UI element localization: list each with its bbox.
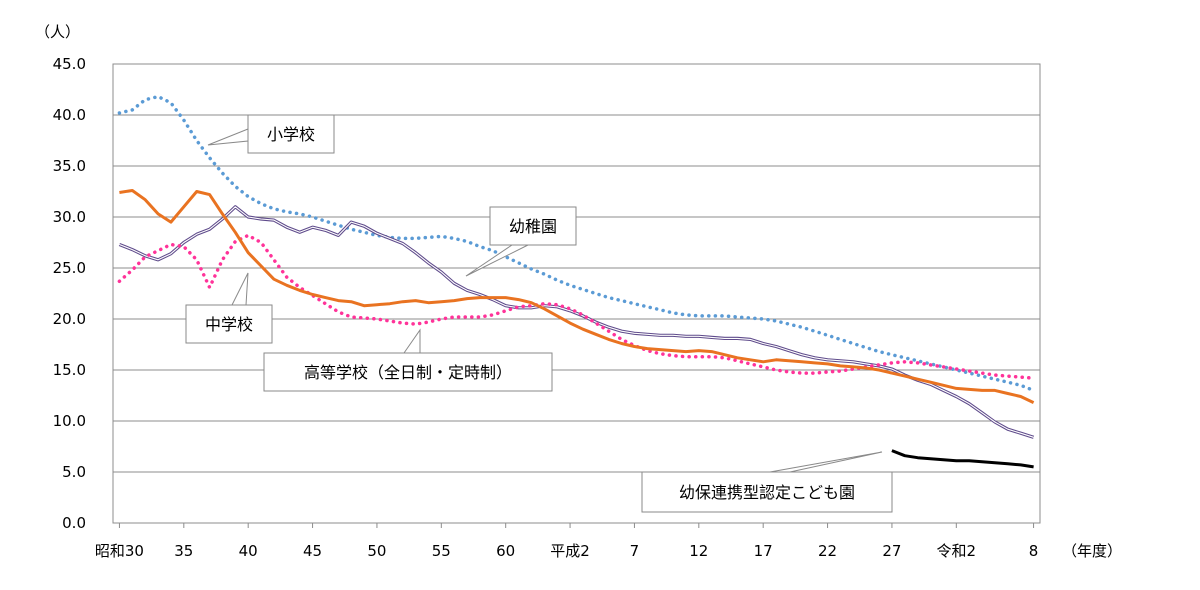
callout-label: 小学校 [267, 125, 315, 144]
x-tick-label: 50 [367, 542, 386, 560]
callout-box [263, 352, 553, 392]
series-line [119, 189, 1035, 404]
series-lines [117, 94, 1036, 469]
callout-pointer [769, 451, 883, 473]
series-line-inner [119, 206, 1034, 438]
y-tick-label: 35.0 [53, 157, 86, 175]
series-中学校 [117, 233, 1036, 380]
series-幼保連携型認定こども園 [891, 449, 1034, 469]
x-tick-label: 27 [882, 542, 901, 560]
callout-pointer [403, 328, 421, 354]
callout-box [247, 114, 335, 154]
axes [112, 63, 1041, 528]
callout-box [489, 206, 577, 246]
callout-小学校: 小学校 [207, 114, 335, 154]
callout-box [641, 471, 893, 513]
y-tick-label: 30.0 [53, 208, 86, 226]
series-高等学校（全日制・定時制） [119, 189, 1035, 404]
callout-label: 幼稚園 [509, 217, 557, 236]
series-小学校 [117, 94, 1036, 393]
callout-pointer [207, 128, 249, 146]
series-line [117, 94, 1036, 393]
series-line [117, 233, 1036, 380]
x-tick-label: 令和2 [937, 542, 977, 560]
y-unit-label: （人） [35, 23, 80, 41]
callout-幼保連携型認定こども園: 幼保連携型認定こども園 [641, 451, 893, 513]
tick-labels: 0.0 5.0 10.0 15.0 20.0 25.0 30.0 35.0 40.0 45.0 昭和… [35, 23, 1122, 560]
y-tick-label: 5.0 [62, 463, 86, 481]
callout-label: 中学校 [205, 315, 253, 334]
x-tick-label: 35 [174, 542, 193, 560]
y-tick-label: 10.0 [53, 412, 86, 430]
x-tick-label: 8 [1029, 542, 1039, 560]
x-tick-label: 昭和30 [95, 542, 144, 560]
x-tick-label: 40 [239, 542, 258, 560]
x-tick-label: 17 [754, 542, 773, 560]
x-tick-label: 55 [432, 542, 451, 560]
y-tick-label: 20.0 [53, 310, 86, 328]
x-unit-label: （年度） [1062, 542, 1122, 560]
x-tick-label: 平成2 [550, 542, 590, 560]
series-line [891, 449, 1034, 469]
x-tick-label: 12 [689, 542, 708, 560]
callout-高等学校（全日制・定時制）: 高等学校（全日制・定時制） [263, 328, 553, 392]
y-tick-label: 40.0 [53, 106, 86, 124]
callout-幼稚園: 幼稚園 [465, 206, 577, 277]
plot-frame [112, 63, 1041, 524]
series-幼稚園 [118, 205, 1035, 439]
callout-label: 高等学校（全日制・定時制） [304, 363, 512, 382]
x-tick-label: 60 [496, 542, 515, 560]
callout-label: 幼保連携型認定こども園 [679, 483, 855, 502]
y-tick-label: 0.0 [62, 514, 86, 532]
y-tick-label: 25.0 [53, 259, 86, 277]
x-tick-label: 7 [630, 542, 640, 560]
y-tick-label: 15.0 [53, 361, 86, 379]
callout-pointer [231, 272, 249, 306]
x-tick-label: 22 [818, 542, 837, 560]
x-tick-label: 45 [303, 542, 322, 560]
callout-box [185, 304, 273, 344]
y-tick-label: 45.0 [53, 55, 86, 73]
callout-中学校: 中学校 [185, 272, 273, 344]
callout-pointer [465, 244, 529, 277]
